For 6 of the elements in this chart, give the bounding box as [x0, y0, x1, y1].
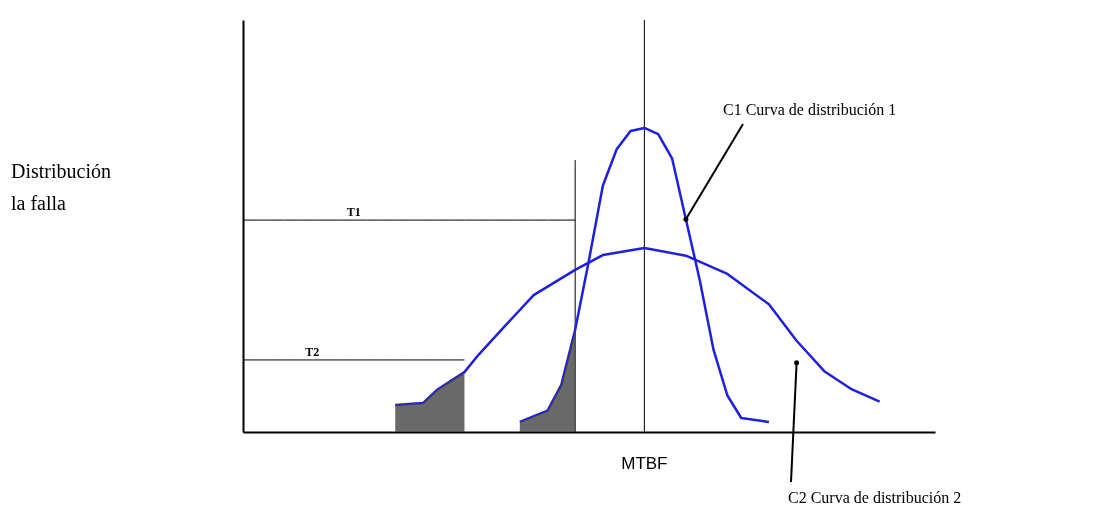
- series-label: T1: [346, 205, 361, 220]
- text: MTBF: [621, 454, 668, 473]
- text: C1 Curva de distribución 1: [723, 101, 897, 118]
- text: C2 Curva de distribución 2: [788, 489, 962, 506]
- series-label: T2: [305, 344, 320, 359]
- text: Distribución la falla: [11, 160, 111, 215]
